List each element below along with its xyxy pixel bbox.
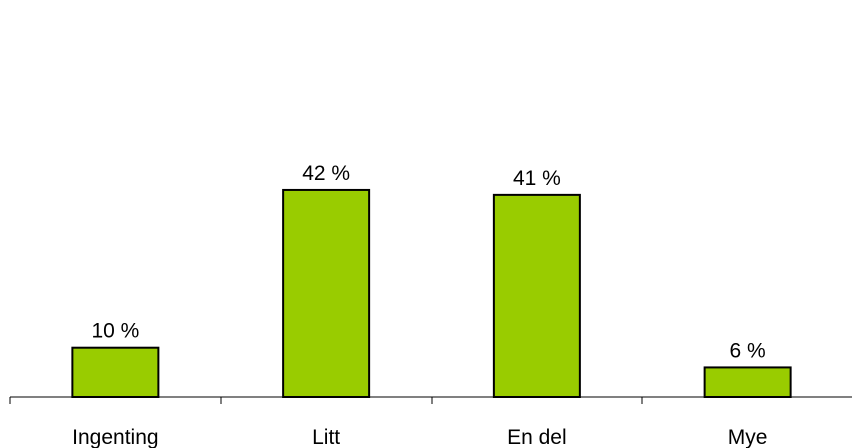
bar-en-del [492,193,581,398]
bar-group [71,188,792,399]
data-label: 10 % [91,320,139,343]
category-label-group: Ingenting Litt En del Mye [72,426,767,448]
data-label: 41 % [513,167,561,190]
x-tick-label: Litt [312,426,340,448]
data-label: 42 % [302,162,350,185]
x-tick-label: En del [507,426,567,448]
bar-ingenting [71,346,160,399]
bar-litt [282,188,371,398]
data-label-group: 10 % 42 % 41 % 6 % [91,162,765,362]
x-tick-label: Ingenting [72,426,158,448]
bar-mye [703,366,792,399]
x-axis [9,396,852,404]
data-label: 6 % [730,339,766,362]
x-tick-label: Mye [728,426,768,448]
